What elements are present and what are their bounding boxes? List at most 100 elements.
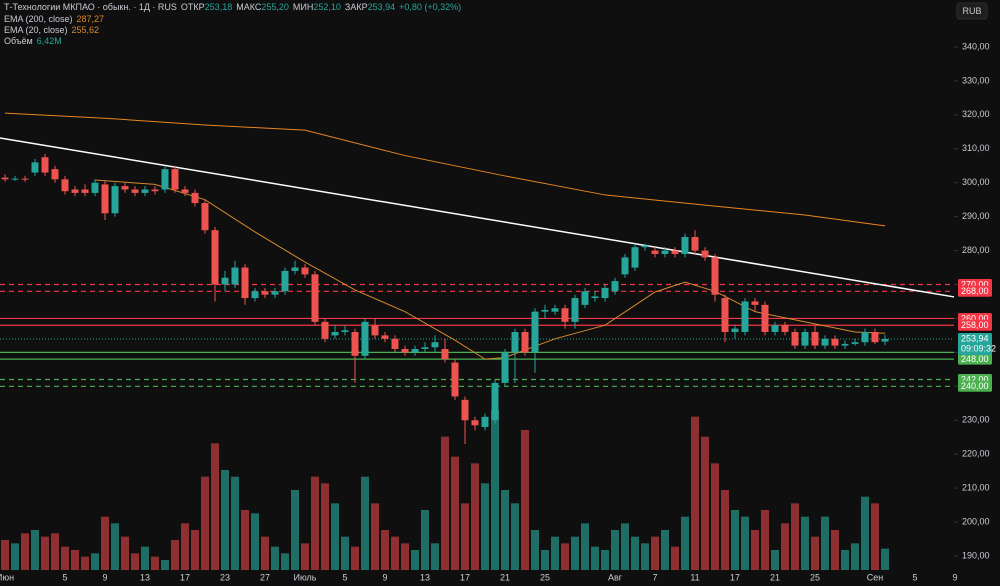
volume-bar [371,503,379,570]
candle-body [501,352,509,383]
volume-bar [301,543,309,570]
volume-bar [651,536,659,570]
candle-body [801,332,809,346]
candle-body [171,169,179,190]
level-tag [958,353,992,365]
ohlc-label: ОТКР [181,2,205,12]
candle-body [731,328,739,333]
y-tick-label: 200,00 [962,516,990,526]
volume-bar [631,536,639,570]
candle-body [141,189,149,193]
volume-bar [311,476,319,570]
candle-body [551,308,559,312]
currency[interactable]: RUB [962,6,981,16]
level-tag-label: 248,00 [961,354,989,364]
candle-body [621,257,629,275]
volume-bar [361,476,369,570]
volume-bar [41,536,49,570]
ohlc-value: 252,10 [313,2,341,12]
candle-body [441,348,449,360]
candle-body [711,257,719,295]
level-tag-label: 242,00 [961,374,989,384]
volume-bar [401,543,409,570]
candle-body [361,321,369,356]
volume-bar [1,540,9,570]
volume-bar [661,530,669,570]
y-tick-label: 340,00 [962,41,990,51]
candle-body [511,332,519,353]
volume-bar [211,443,219,570]
candle-body [431,342,439,348]
candle-body [391,338,399,349]
volume-bar [801,516,809,570]
level-tag-label: 240,00 [961,381,989,391]
volume-bar [91,553,99,570]
candle-body [561,308,569,322]
x-tick-label: 17 [180,572,190,582]
candle-body [811,332,819,346]
volume-bar [851,543,859,570]
volume-bar [541,550,549,570]
x-tick-label: 25 [540,572,550,582]
last-price-tag [958,333,992,356]
candle-body [851,342,859,344]
volume-bar [691,416,699,570]
change: +0,80 (+0,32%) [399,2,461,12]
x-tick-label: 21 [500,572,510,582]
candle-body [721,298,729,333]
volume-bar [521,430,529,570]
volume-bar [21,533,29,570]
candle-body [421,347,429,349]
legend-value: 255,62 [72,25,100,35]
volume-bar [151,556,159,570]
axis-layer: 190,00200,00210,00220,00230,00240,00250,… [0,41,996,582]
volume-bar [551,536,559,570]
candle-body [51,169,59,180]
candle-body [251,291,259,299]
volume-bar [601,550,609,570]
volume-bar [391,536,399,570]
level-tag-label: 260,00 [961,313,989,323]
volume-bar [741,516,749,570]
candle-body [611,281,619,292]
candle-body [111,186,119,214]
volume-bar [811,536,819,570]
volume-bar [861,496,869,570]
level-tag-label: 258,00 [961,320,989,330]
candle-body [601,287,609,299]
timer-label: 09:09:32 [961,343,996,353]
last-price-label: 253,94 [961,333,989,343]
volume-bar [191,530,199,570]
y-tick-label: 310,00 [962,143,990,153]
candle-body [31,162,39,173]
volume-bar [351,546,359,570]
volume-bar [761,510,769,570]
legend-volume: Объём 6,42M [4,36,62,46]
candle-body [281,270,289,292]
volume-bar [571,536,579,570]
candle-body [631,247,639,268]
candle-body [221,277,229,285]
candle-body [591,296,599,299]
volume-bar [321,483,329,570]
y-tick-label: 220,00 [962,449,990,459]
volume-bar [611,530,619,570]
candle-body [201,203,209,231]
level-tag [958,285,992,297]
candle-body [61,179,69,192]
currency-button[interactable] [956,2,988,20]
volume-bar [421,510,429,570]
volume-bar [271,546,279,570]
volume-bar [71,550,79,570]
ema-line [4,112,886,227]
x-tick-label: 17 [460,572,470,582]
candle-body [161,169,169,190]
volume-bar [481,483,489,570]
x-tick-label: 5 [342,572,347,582]
volume-bar [771,550,779,570]
candle-body [831,338,839,346]
candle-body [191,192,199,204]
volume-bar [441,436,449,570]
volume-bar [201,476,209,570]
